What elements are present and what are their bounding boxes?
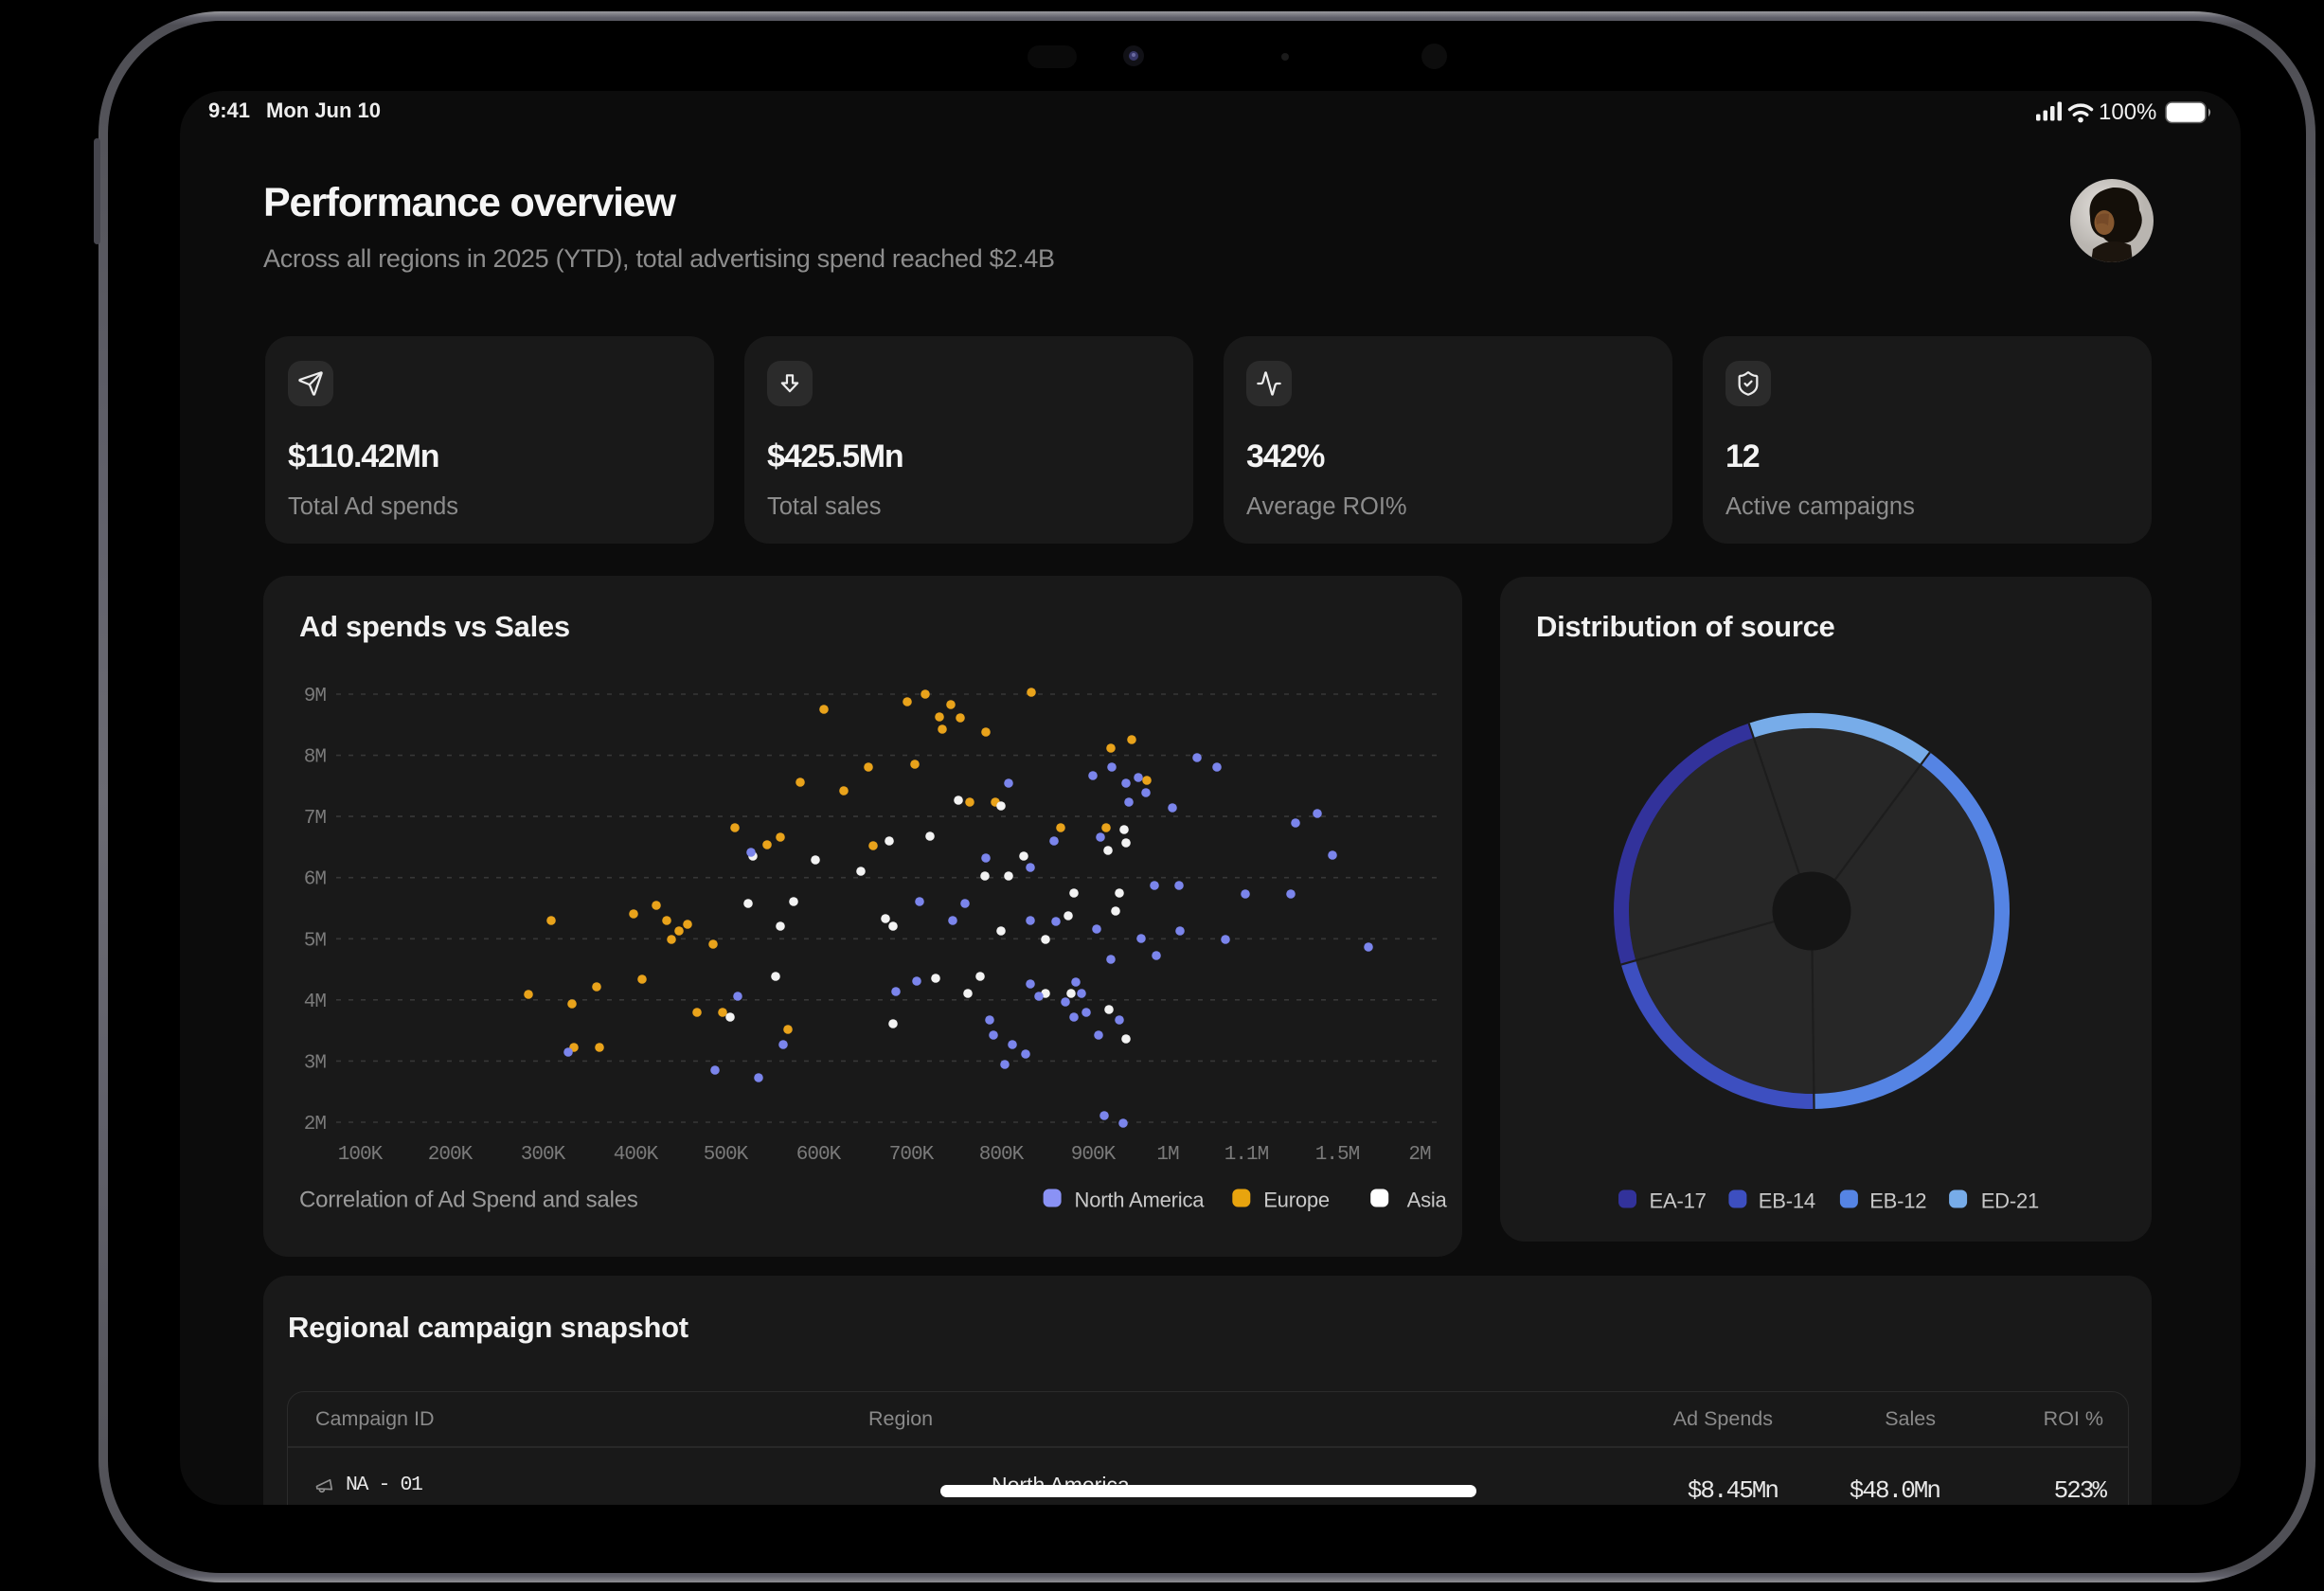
svg-text:1M: 1M (1156, 1144, 1179, 1166)
svg-text:7M: 7M (304, 808, 327, 830)
svg-text:500K: 500K (704, 1144, 749, 1166)
svg-text:EA-17: EA-17 (1650, 1189, 1707, 1213)
svg-text:5M: 5M (304, 930, 327, 952)
svg-text:Europe: Europe (1263, 1189, 1330, 1212)
svg-text:800K: 800K (979, 1144, 1025, 1166)
svg-text:200K: 200K (428, 1144, 474, 1166)
svg-text:3M: 3M (304, 1052, 327, 1074)
svg-text:300K: 300K (521, 1144, 566, 1166)
svg-text:8M: 8M (304, 747, 327, 769)
svg-text:2M: 2M (304, 1114, 327, 1135)
svg-text:900K: 900K (1071, 1144, 1117, 1166)
svg-text:1.1M: 1.1M (1225, 1144, 1269, 1166)
svg-text:2M: 2M (1408, 1144, 1431, 1166)
svg-text:100K: 100K (338, 1144, 384, 1166)
svg-text:North America: North America (1075, 1189, 1206, 1212)
svg-text:600K: 600K (796, 1144, 842, 1166)
svg-text:700K: 700K (889, 1144, 935, 1166)
svg-text:9M: 9M (304, 686, 327, 707)
svg-text:6M: 6M (304, 869, 327, 891)
svg-text:4M: 4M (304, 992, 327, 1013)
svg-text:Correlation of Ad Spend and sa: Correlation of Ad Spend and sales (299, 1188, 638, 1213)
svg-text:Asia: Asia (1407, 1189, 1448, 1212)
svg-text:400K: 400K (614, 1144, 659, 1166)
svg-text:ED-21: ED-21 (1981, 1189, 2039, 1213)
svg-text:1.5M: 1.5M (1315, 1144, 1360, 1166)
svg-text:EB-12: EB-12 (1869, 1189, 1926, 1213)
svg-text:EB-14: EB-14 (1759, 1189, 1815, 1213)
